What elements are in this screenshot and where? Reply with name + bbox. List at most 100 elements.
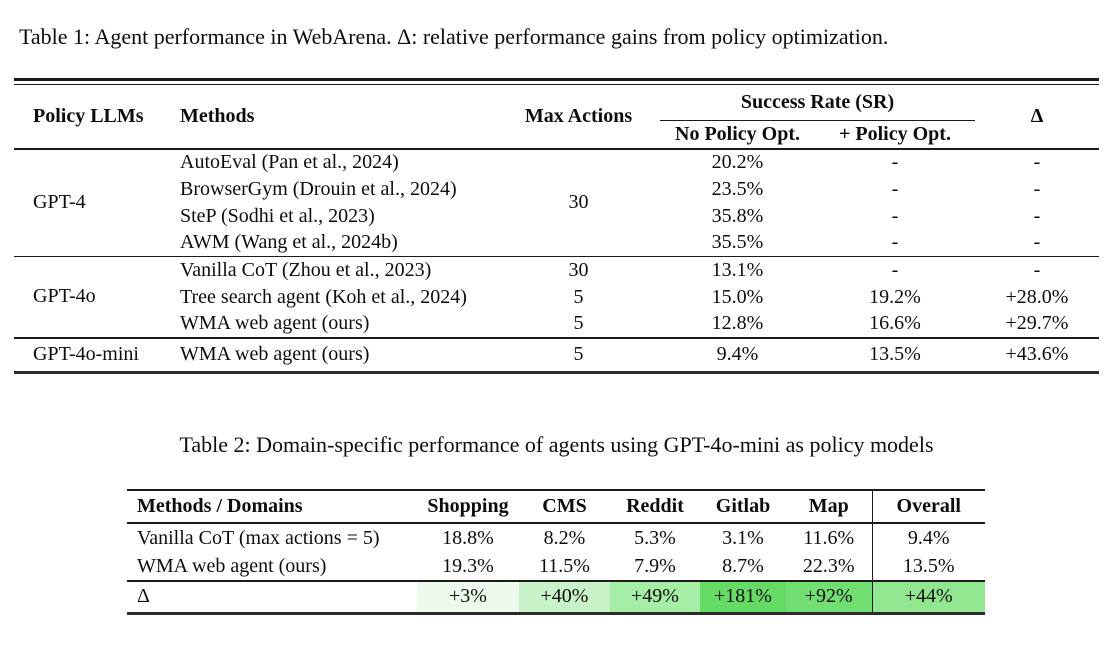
- cell-delta: +29.7%: [1005, 312, 1069, 334]
- cell-sr-opt: 19.2%: [869, 285, 921, 308]
- table-row: GPT-4o-mini WMA web agent (ours) 5 9.4% …: [14, 336, 1099, 373]
- cell-delta: -: [1033, 177, 1041, 200]
- cell-delta-shopping: +3%: [417, 580, 519, 613]
- table2-delta-row-group: Δ +3% +40% +49% +181% +92% +44%: [127, 580, 985, 613]
- cell-delta: -: [1033, 204, 1041, 227]
- cell-max-actions: 30: [497, 256, 660, 284]
- cell-method: Vanilla CoT (max actions = 5): [137, 526, 380, 549]
- col-header-methods: Methods: [180, 104, 255, 127]
- cell-reddit: 7.9%: [634, 554, 676, 577]
- cell-gitlab: 3.1%: [722, 526, 764, 549]
- col-header-policy-llms: Policy LLMs: [33, 104, 144, 127]
- cell-max-actions: 5: [573, 312, 584, 334]
- cell-delta-reddit: +49%: [610, 580, 700, 613]
- table1-container: Policy LLMs Methods Max Actions Success …: [14, 78, 1099, 374]
- col-header-map: Map: [786, 490, 873, 523]
- cell-max-actions: 5: [573, 285, 584, 308]
- cell-map: 11.6%: [786, 523, 873, 552]
- cell-method: Tree search agent (Koh et al., 2024): [180, 285, 467, 308]
- table1-group-gpt4o-mini: GPT-4o-mini WMA web agent (ours) 5 9.4% …: [14, 336, 1099, 373]
- table2-body: Vanilla CoT (max actions = 5) 18.8% 8.2%…: [127, 523, 985, 581]
- cell-sr-opt: -: [815, 256, 975, 284]
- cell-policy-llm: GPT-4: [33, 191, 86, 214]
- col-header-overall: Overall: [896, 495, 961, 517]
- cell-map: 22.3%: [786, 552, 873, 581]
- cell-delta: -: [1033, 151, 1041, 173]
- col-header-reddit: Reddit: [626, 495, 684, 517]
- table-row: GPT-4o Vanilla CoT (Zhou et al., 2023) 3…: [14, 256, 1099, 338]
- cell-shopping: 18.8%: [442, 526, 494, 549]
- table-row: Vanilla CoT (max actions = 5) 18.8% 8.2%…: [127, 523, 985, 552]
- table-row: WMA web agent (ours) 19.3% 11.5% 7.9% 8.…: [127, 552, 985, 581]
- cell-sr-opt: -: [891, 151, 899, 173]
- col-header-gitlab: Gitlab: [715, 495, 771, 517]
- cell-policy-llm: GPT-4o-mini: [14, 336, 180, 373]
- col-header-plus-policy-opt: + Policy Opt.: [839, 122, 951, 145]
- cell-method: AutoEval (Pan et al., 2024): [180, 151, 399, 173]
- cell-sr-no-opt: 20.2%: [711, 151, 764, 173]
- col-header-methods-domains: Methods / Domains: [137, 495, 303, 517]
- cell-overall: 9.4%: [907, 526, 950, 549]
- cell-sr-no-opt: 35.8%: [711, 204, 764, 227]
- cell-method-ours: WMA web agent (ours): [180, 312, 370, 334]
- cell-method: BrowserGym (Drouin et al., 2024): [180, 177, 457, 200]
- cell-method-ours: WMA web agent (ours): [180, 336, 497, 373]
- table2: Methods / Domains Shopping CMS Reddit Gi…: [127, 489, 985, 615]
- cell-delta: +28.0%: [1005, 285, 1069, 308]
- delta-row: Δ +3% +40% +49% +181% +92% +44%: [127, 580, 985, 613]
- cell-cms: 11.5%: [539, 554, 590, 577]
- cell-sr-no-opt: 15.0%: [711, 285, 764, 308]
- col-header-delta: Δ: [1030, 104, 1044, 127]
- cell-method: AWM (Wang et al., 2024b): [180, 231, 398, 254]
- cell-sr-no-opt: 9.4%: [660, 336, 815, 373]
- cell-sr-opt: -: [891, 204, 899, 227]
- table-row: AWM (Wang et al., 2024b) 35.5% - -: [14, 230, 1099, 257]
- col-header-shopping: Shopping: [427, 495, 509, 517]
- cell-delta-gitlab: +181%: [700, 580, 786, 613]
- cell-sr-opt: -: [891, 231, 899, 254]
- cell-cms: 8.2%: [543, 526, 586, 549]
- table2-container: Methods / Domains Shopping CMS Reddit Gi…: [127, 489, 985, 615]
- table1-group-gpt4o: GPT-4o Vanilla CoT (Zhou et al., 2023) 3…: [14, 256, 1099, 338]
- table2-header: Methods / Domains Shopping CMS Reddit Gi…: [127, 490, 985, 523]
- cell-max-actions: 30: [568, 191, 589, 214]
- cell-method: Vanilla CoT (Zhou et al., 2023): [180, 256, 497, 284]
- table-row: WMA web agent (ours) 5 12.8% 16.6% +29.7…: [14, 311, 1099, 338]
- cell-delta-cms: +40%: [519, 580, 610, 613]
- cell-sr-opt: -: [891, 177, 899, 200]
- col-header-cms: CMS: [542, 495, 587, 517]
- table-row: SteP (Sodhi et al., 2023) 35.8% - -: [14, 203, 1099, 230]
- cell-delta-label: Δ: [127, 580, 417, 613]
- cell-policy-llm: GPT-4o: [14, 256, 180, 338]
- cell-delta: -: [1033, 231, 1041, 254]
- table1-caption: Table 1: Agent performance in WebArena. …: [19, 24, 889, 49]
- cell-method: WMA web agent (ours): [137, 554, 327, 577]
- cell-sr-opt: 13.5%: [815, 336, 975, 373]
- cell-delta-map: +92%: [786, 580, 873, 613]
- cell-delta-overall: +44%: [872, 580, 985, 613]
- cell-sr-no-opt: 35.5%: [711, 231, 764, 254]
- cell-gitlab: 8.7%: [722, 554, 764, 577]
- cell-method: SteP (Sodhi et al., 2023): [180, 204, 375, 227]
- cell-sr-no-opt: 13.1%: [660, 256, 815, 284]
- col-header-success-rate: Success Rate (SR): [660, 84, 975, 121]
- table-row: Tree search agent (Koh et al., 2024) 5 1…: [14, 284, 1099, 311]
- cell-reddit: 5.3%: [634, 526, 676, 549]
- cell-overall: 13.5%: [902, 554, 955, 577]
- table1-header: Policy LLMs Methods Max Actions Success …: [14, 84, 1099, 149]
- cell-sr-no-opt: 12.8%: [711, 312, 764, 334]
- col-header-no-policy-opt: No Policy Opt.: [675, 122, 800, 145]
- table-row: GPT-4 AutoEval (Pan et al., 2024) 30 20.…: [14, 149, 1099, 213]
- table2-caption: Table 2: Domain-specific performance of …: [179, 432, 934, 457]
- cell-delta: -: [975, 256, 1099, 284]
- cell-max-actions: 5: [497, 336, 660, 373]
- cell-sr-opt: 16.6%: [869, 312, 921, 334]
- col-header-max-actions: Max Actions: [524, 104, 633, 127]
- table-row: BrowserGym (Drouin et al., 2024) 23.5% -…: [14, 176, 1099, 203]
- table1-group-gpt4: GPT-4 AutoEval (Pan et al., 2024) 30 20.…: [14, 149, 1099, 257]
- cell-shopping: 19.3%: [442, 554, 494, 577]
- table1: Policy LLMs Methods Max Actions Success …: [14, 84, 1099, 374]
- cell-delta: +43.6%: [975, 336, 1099, 373]
- cell-sr-no-opt: 23.5%: [711, 177, 764, 200]
